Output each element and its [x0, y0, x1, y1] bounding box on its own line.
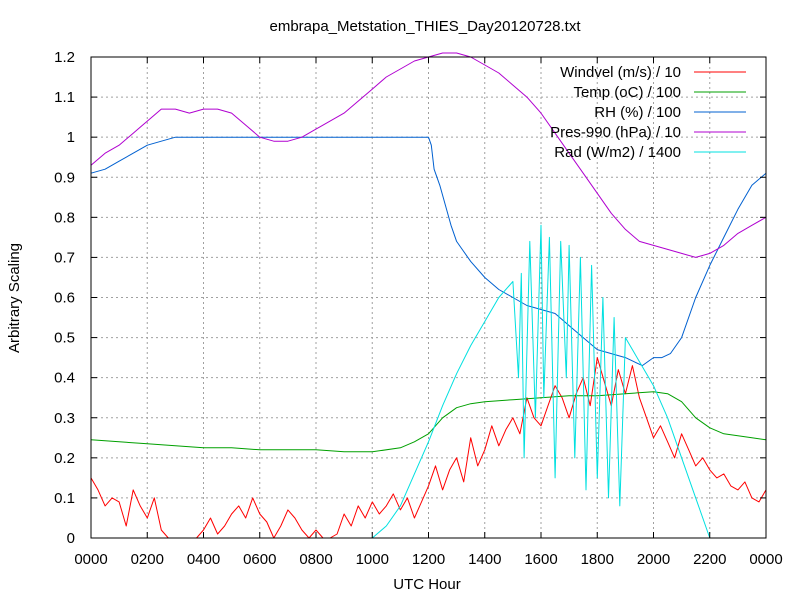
axis-ticks	[90, 56, 767, 539]
x-tick-label: 0800	[299, 551, 332, 568]
legend-label: Pres-990 (hPa) / 10	[550, 124, 681, 141]
y-tick-label: 0.5	[54, 330, 75, 347]
x-tick-label: 0400	[187, 551, 220, 568]
x-tick-label: 1800	[581, 551, 614, 568]
x-tick-label: 0200	[131, 551, 164, 568]
y-tick-label: 1.2	[54, 49, 75, 66]
y-tick-label: 0.2	[54, 450, 75, 467]
y-tick-label: 0.8	[54, 209, 75, 226]
x-tick-label: 0000	[74, 551, 107, 568]
series-lines	[90, 52, 767, 539]
y-tick-label: 0.3	[54, 410, 75, 427]
y-tick-label: 0.6	[54, 290, 75, 307]
x-tick-label: 1400	[468, 551, 501, 568]
legend-label: Windvel (m/s) / 10	[560, 64, 681, 81]
x-tick-label: 1000	[356, 551, 389, 568]
series-line-rh-100	[90, 136, 767, 367]
chart-title: embrapa_Metstation_THIES_Day20120728.txt	[269, 18, 581, 35]
legend-label: Rad (W/m2) / 1400	[554, 144, 681, 161]
y-tick-label: 0.7	[54, 249, 75, 266]
y-tick-label: 0.4	[54, 370, 75, 387]
x-tick-label: 2200	[693, 551, 726, 568]
legend: Windvel (m/s) / 10 Temp (oC) / 100 RH (%) …	[550, 64, 746, 161]
y-tick-label: 1.1	[54, 89, 75, 106]
x-tick-label: 0000	[749, 551, 782, 568]
y-tick-label: 0.1	[54, 490, 75, 507]
x-axis-label: UTC Hour	[393, 576, 461, 593]
y-tick-labels: 0 0.1 0.2 0.3 0.4 0.5 0.6 0.7 0.8 0.9 1 1.1 1.2	[54, 49, 75, 547]
series-line-rad-w-m2-1400	[371, 224, 711, 539]
x-tick-label: 0600	[243, 551, 276, 568]
x-tick-label: 2000	[637, 551, 670, 568]
series-line-windvel-m-s-10	[90, 357, 767, 539]
y-tick-label: 1	[67, 129, 75, 146]
x-tick-label: 1200	[412, 551, 445, 568]
legend-label: RH (%) / 100	[594, 104, 681, 121]
x-tick-labels: 0000 0200 0400 0600 0800 1000 1200 1400 1600 1800…	[74, 551, 782, 568]
legend-label: Temp (oC) / 100	[573, 84, 681, 101]
x-tick-label: 1600	[524, 551, 557, 568]
y-tick-label: 0	[67, 530, 75, 547]
y-axis-label: Arbitrary Scaling	[6, 243, 23, 353]
y-tick-label: 0.9	[54, 169, 75, 186]
series-line-temp-oc-100	[90, 391, 767, 453]
